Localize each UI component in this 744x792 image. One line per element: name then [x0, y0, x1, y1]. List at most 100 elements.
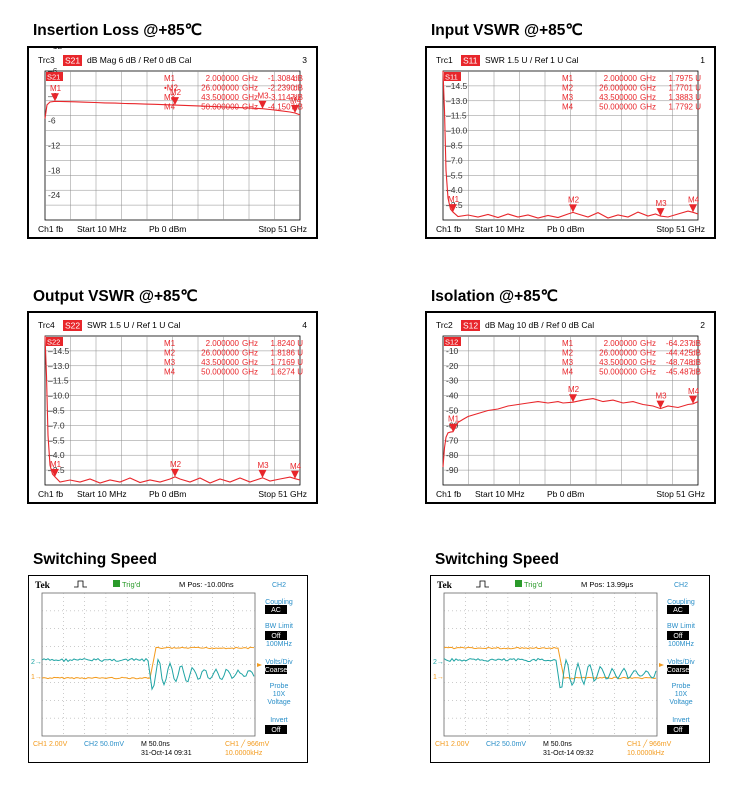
marker-triangle	[688, 395, 697, 404]
trace-badge	[444, 337, 461, 346]
side-menu-item: Invert	[672, 717, 690, 724]
header-format: dB Mag 6 dB / Ref 0 dB Cal	[87, 55, 192, 65]
side-menu-item: Voltage	[267, 699, 290, 706]
footer-start: Start 10 MHz	[77, 224, 127, 234]
side-menu-item: Coupling	[667, 599, 695, 606]
marker-label: M1	[448, 195, 460, 204]
marker-unit: GHz	[640, 349, 656, 358]
marker-triangle	[170, 97, 179, 106]
marker-freq: 2.000000	[206, 74, 240, 83]
y-tick-label: -6	[48, 116, 56, 126]
marker-freq: 2.000000	[206, 339, 240, 348]
marker-name: M1	[562, 339, 574, 348]
marker-value: -48.748	[666, 358, 694, 367]
marker-freq: 43.500000	[201, 93, 239, 102]
trig-status: Trig'd	[524, 580, 542, 589]
side-menu-item: Invert	[270, 717, 288, 724]
trigger-level-icon	[257, 663, 262, 667]
header-channel: 1	[700, 55, 705, 65]
marker-vunit: U	[297, 368, 303, 377]
marker-unit: GHz	[640, 358, 656, 367]
y-tick-label: –14.5	[446, 81, 468, 91]
trace-badge	[444, 72, 461, 81]
y-tick-label: –8.5	[446, 141, 463, 151]
marker-value: -64.237	[666, 339, 694, 348]
side-menu-item: Volts/Div	[667, 659, 695, 666]
y-tick-label: –4.0	[446, 185, 463, 195]
y-tick-label: –13.0	[446, 96, 468, 106]
marker-vunit: U	[297, 358, 303, 367]
ch2-trace	[41, 657, 255, 691]
y-tick-label: –5.5	[48, 435, 65, 445]
footer-power: Pb 0 dBm	[149, 489, 186, 499]
marker-value: -2.2390	[268, 84, 296, 93]
side-menu-value-box	[265, 725, 287, 734]
marker-unit: GHz	[640, 74, 656, 83]
output-vswr-chart: Trc4 S22 SWR 1.5 U / Ref 1 U Cal 4 –14.5 –13.…	[38, 320, 307, 499]
header-param: S12	[463, 321, 478, 331]
marker-unit: GHz	[640, 84, 656, 93]
y-tick-label: -80	[446, 450, 459, 460]
marker-value: 1.8186	[271, 349, 296, 358]
marker-value: 1.7975	[669, 74, 694, 83]
side-menu-item: BW Limit	[667, 623, 695, 630]
marker-label: M2	[170, 88, 182, 97]
marker-unit: GHz	[640, 339, 656, 348]
marker-freq: 26.000000	[201, 84, 239, 93]
marker-triangle	[568, 204, 577, 213]
side-menu-item: BW Limit	[265, 623, 293, 630]
param-badge	[63, 55, 82, 66]
ch2-marker: 2→	[31, 659, 42, 666]
marker-value: 1.6274	[271, 368, 296, 377]
time-scale: M 50.0ns	[543, 741, 572, 748]
marker-name: M1	[164, 74, 176, 83]
marker-value: 1.7701	[669, 84, 694, 93]
trace-line	[442, 398, 699, 468]
header-channel: 3	[302, 55, 307, 65]
marker-value: -45.487	[666, 368, 694, 377]
marker-name: M2	[562, 349, 574, 358]
side-menu-value-box	[265, 631, 287, 640]
y-tick-label: –7.0	[48, 420, 65, 430]
ch1-trace	[443, 646, 657, 680]
side-menu-value: Off	[271, 633, 280, 640]
y-tick-label: –12	[48, 48, 62, 51]
marker-freq: 50.000000	[599, 368, 637, 377]
param-badge	[461, 320, 480, 331]
side-menu-item: Voltage	[669, 699, 692, 706]
scope-frame	[443, 592, 658, 737]
marker-triangle	[50, 93, 59, 102]
marker-freq: 43.500000	[599, 358, 637, 367]
y-tick-label: -70	[446, 435, 459, 445]
trigger-frequency: 10.0000kHz	[225, 750, 263, 757]
ch2-marker: 2→	[433, 659, 444, 666]
marker-freq: 43.500000	[599, 93, 637, 102]
marker-name: M2	[164, 349, 176, 358]
header-param: S11	[463, 56, 478, 66]
trace-badge-label: S22	[47, 338, 60, 347]
side-menu-value-box	[265, 605, 287, 614]
footer-stop: Stop 51 GHz	[656, 224, 705, 234]
trace-badge-label: S12	[445, 338, 458, 347]
y-tick-label: –14.5	[48, 346, 70, 356]
marker-triangle	[290, 470, 299, 479]
footer-stop: Stop 51 GHz	[258, 489, 307, 499]
marker-label: M3	[257, 92, 269, 101]
marker-freq: 50.000000	[599, 103, 637, 112]
y-tick-label: -40	[446, 391, 459, 401]
brand-logo: Tek	[35, 581, 51, 591]
side-menu-item: 10X	[675, 691, 688, 698]
y-tick-label: –5.5	[446, 170, 463, 180]
marker-triangle	[258, 469, 267, 478]
marker-value: 1.3883	[669, 93, 694, 102]
trace-badge	[46, 337, 63, 346]
marker-vunit: dB	[691, 339, 701, 348]
ch1-scale: CH1 2.00V	[33, 741, 68, 748]
isolation-panel: Trc2 S12 dB Mag 10 dB / Ref 0 dB Cal 2 -10 -2…	[425, 311, 716, 504]
m-pos: M Pos: 13.99μs	[581, 580, 634, 589]
trace-line	[442, 70, 699, 219]
footer-start: Start 10 MHz	[475, 224, 525, 234]
side-menu-item: Probe	[270, 683, 289, 690]
marker-name: M1	[562, 74, 574, 83]
